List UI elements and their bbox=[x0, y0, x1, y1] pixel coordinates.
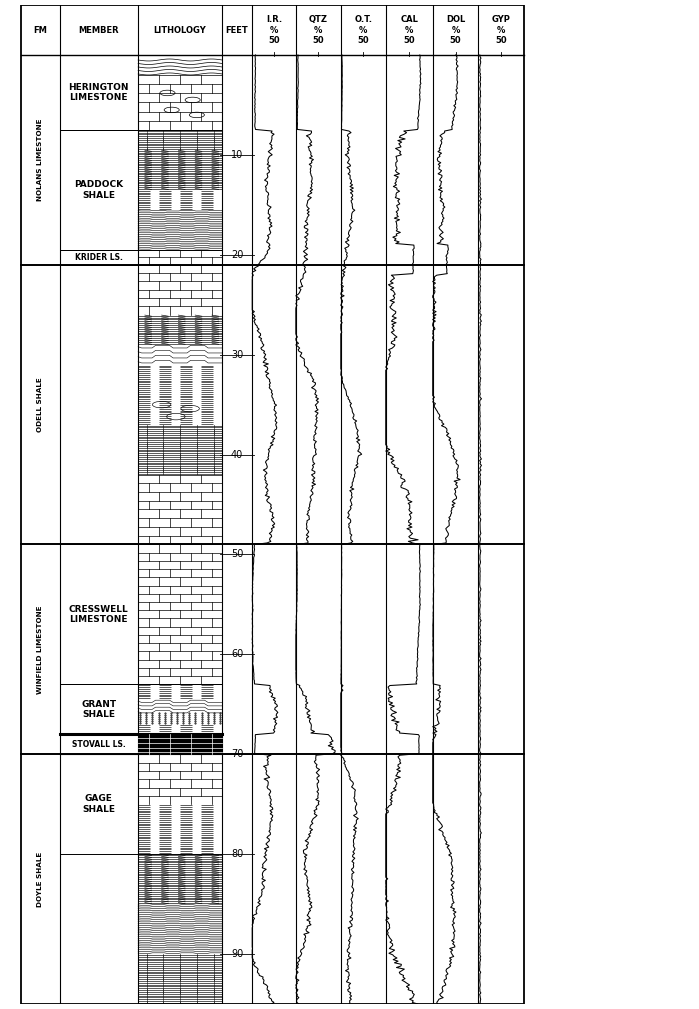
Text: CRESSWELL
LIMESTONE: CRESSWELL LIMESTONE bbox=[69, 604, 129, 625]
Text: GAGE
SHALE: GAGE SHALE bbox=[82, 794, 115, 814]
Text: O.T.
%
50: O.T. % 50 bbox=[354, 15, 373, 45]
Text: 30: 30 bbox=[231, 350, 243, 359]
Text: LITHOLOGY: LITHOLOGY bbox=[154, 25, 206, 34]
Bar bbox=[21, 5, 524, 1004]
Text: PADDOCK
SHALE: PADDOCK SHALE bbox=[74, 181, 124, 200]
Text: 80: 80 bbox=[231, 850, 243, 859]
Text: CAL
%
50: CAL % 50 bbox=[401, 15, 418, 45]
Text: WINFIELD LIMESTONE: WINFIELD LIMESTONE bbox=[37, 605, 43, 693]
Text: 10: 10 bbox=[231, 150, 243, 159]
Text: QTZ
%
50: QTZ % 50 bbox=[309, 15, 328, 45]
Text: DOL
%
50: DOL % 50 bbox=[446, 15, 465, 45]
Text: 60: 60 bbox=[231, 650, 243, 659]
Text: 40: 40 bbox=[231, 450, 243, 459]
Text: KRIDER LS.: KRIDER LS. bbox=[75, 253, 123, 261]
Text: 20: 20 bbox=[231, 250, 243, 259]
Text: 90: 90 bbox=[231, 949, 243, 959]
Text: FM: FM bbox=[34, 25, 47, 34]
Text: ODELL SHALE: ODELL SHALE bbox=[37, 377, 43, 432]
Text: MEMBER: MEMBER bbox=[78, 25, 119, 34]
Text: GRANT
SHALE: GRANT SHALE bbox=[81, 699, 117, 719]
Text: STOVALL LS.: STOVALL LS. bbox=[72, 740, 126, 749]
Text: 50: 50 bbox=[231, 550, 243, 559]
Text: FEET: FEET bbox=[226, 25, 248, 34]
Bar bbox=[138, 735, 222, 754]
Text: NOLANS LIMESTONE: NOLANS LIMESTONE bbox=[37, 119, 43, 201]
Text: I.R.
%
50: I.R. % 50 bbox=[266, 15, 282, 45]
Text: 70: 70 bbox=[231, 750, 243, 759]
Text: GYP
%
50: GYP % 50 bbox=[491, 15, 510, 45]
Text: DOYLE SHALE: DOYLE SHALE bbox=[37, 852, 43, 907]
Text: HERINGTON
LIMESTONE: HERINGTON LIMESTONE bbox=[69, 83, 129, 102]
